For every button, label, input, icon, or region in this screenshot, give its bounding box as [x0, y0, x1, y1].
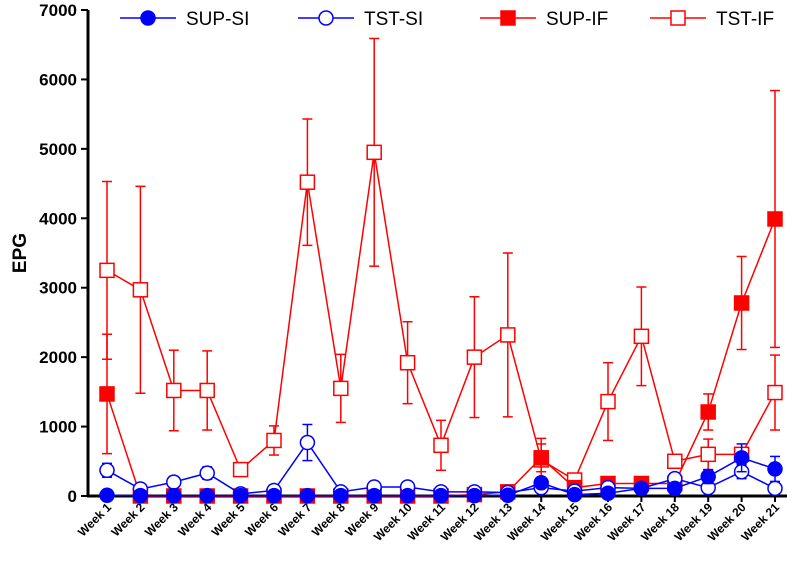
data-point: [266, 432, 282, 449]
data-point: [199, 382, 215, 399]
y-tick-label: 7000: [39, 1, 77, 20]
data-point: [500, 487, 516, 504]
data-point: [667, 480, 683, 497]
data-point: [199, 487, 215, 504]
data-point: [700, 404, 716, 420]
data-point: [366, 487, 382, 504]
legend-label: SUP-SI: [186, 9, 249, 30]
data-point: [166, 382, 182, 399]
legend-item: SUP-IF: [480, 9, 608, 30]
x-tick-label: Week 1: [75, 500, 114, 539]
data-point: [199, 465, 215, 481]
data-point: [633, 480, 650, 497]
legend-item: SUP-SI: [120, 9, 249, 30]
legend-marker: [670, 10, 686, 26]
y-tick-label: 3000: [39, 279, 77, 298]
data-point: [99, 462, 115, 479]
legend: SUP-SI TST-SI SUP-IF TST-IF: [120, 9, 774, 30]
y-tick-label: 6000: [39, 70, 77, 89]
legend-label: TST-SI: [364, 9, 423, 30]
x-tick-label: Week 4: [175, 500, 214, 539]
data-point: [399, 487, 416, 504]
series-sup-si: [99, 443, 783, 504]
data-point: [132, 487, 149, 504]
x-tick-label: Week 8: [309, 500, 348, 539]
y-axis-label: EPG: [10, 233, 31, 273]
legend-label: TST-IF: [716, 9, 774, 30]
data-point: [299, 174, 316, 190]
data-point: [466, 487, 483, 504]
x-tick-label: Week 2: [109, 500, 148, 539]
legend-item: TST-IF: [650, 9, 774, 30]
data-point: [99, 487, 115, 504]
y-tick-label: 5000: [39, 140, 77, 159]
data-point: [733, 295, 750, 311]
data-point: [299, 434, 316, 451]
x-tick-label: Week 7: [276, 500, 315, 539]
data-point: [299, 487, 316, 504]
legend-marker: [140, 10, 156, 26]
data-point: [232, 487, 249, 504]
data-point: [232, 461, 249, 478]
data-point: [500, 327, 516, 343]
x-tick-label: Week 6: [242, 500, 281, 539]
x-tick-label: Week 3: [142, 500, 181, 539]
data-point: [767, 480, 783, 497]
x-tick-label: Week 5: [209, 500, 248, 539]
data-point: [366, 144, 382, 161]
y-tick-label: 2000: [39, 348, 77, 367]
data-point: [99, 262, 115, 279]
series-tst-if: [99, 37, 783, 488]
data-point: [767, 211, 783, 227]
data-point: [600, 485, 616, 501]
data-point: [266, 487, 282, 504]
data-point: [600, 393, 616, 410]
y-tick-label: 4000: [39, 209, 77, 228]
legend-label: SUP-IF: [546, 9, 608, 30]
data-point: [733, 450, 750, 466]
data-point: [433, 487, 449, 504]
data-point: [166, 487, 182, 504]
legend-marker: [318, 10, 334, 26]
data-point: [333, 380, 349, 397]
data-point: [533, 450, 549, 466]
data-point: [333, 487, 349, 504]
data-point: [166, 474, 182, 490]
data-point: [99, 386, 115, 402]
y-tick-label: 0: [68, 487, 77, 506]
data-point: [433, 437, 449, 454]
data-point: [700, 446, 716, 463]
data-point: [566, 486, 583, 503]
data-point: [633, 328, 650, 345]
legend-item: TST-SI: [298, 9, 423, 30]
data-point: [667, 453, 683, 470]
y-tick-label: 1000: [39, 418, 77, 437]
data-point: [132, 282, 149, 298]
data-point: [767, 461, 783, 477]
data-point: [399, 354, 416, 371]
data-point: [533, 475, 549, 491]
data-point: [466, 349, 483, 365]
data-point: [700, 468, 716, 485]
data-point: [767, 384, 783, 401]
legend-marker: [500, 10, 516, 26]
